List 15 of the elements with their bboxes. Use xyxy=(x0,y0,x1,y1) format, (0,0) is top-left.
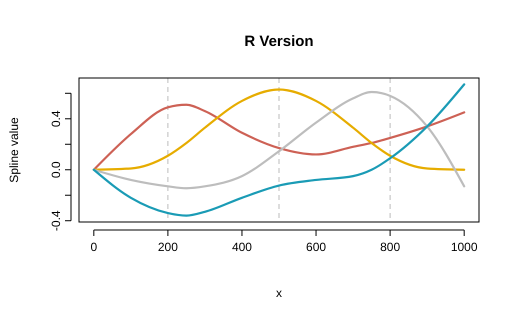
x-axis-title: x xyxy=(276,286,282,300)
x-tick-label: 0 xyxy=(90,240,98,254)
y-tick-label: 0.4 xyxy=(49,110,63,128)
x-tick-label: 400 xyxy=(232,240,252,254)
line-series xyxy=(92,83,466,217)
line-series xyxy=(92,104,466,171)
text: 0.0 xyxy=(49,161,63,178)
chart-title: R Version xyxy=(244,33,314,50)
x-tick-label: 800 xyxy=(380,240,400,254)
line-series xyxy=(92,88,466,171)
y-tick-label: -0.4 xyxy=(49,210,63,232)
y-axis-title: Spline value xyxy=(7,116,21,183)
x-tick-label: 600 xyxy=(306,240,326,254)
x-tick-label: 1000 xyxy=(450,240,478,254)
x-tick-label: 200 xyxy=(158,240,178,254)
